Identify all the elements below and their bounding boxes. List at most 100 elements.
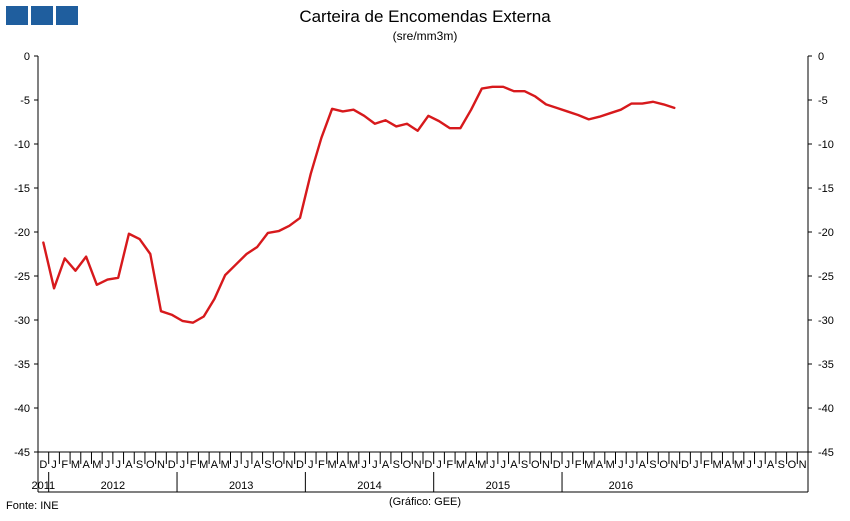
x-month-label: F bbox=[190, 459, 197, 471]
x-month-label: M bbox=[221, 459, 230, 471]
x-month-label: J bbox=[618, 459, 624, 471]
x-month-label: J bbox=[51, 459, 57, 471]
x-month-label: A bbox=[639, 459, 647, 471]
x-month-label: O bbox=[403, 459, 412, 471]
x-month-label: A bbox=[510, 459, 518, 471]
x-month-label: A bbox=[211, 459, 219, 471]
y-tick-label-left: -25 bbox=[14, 271, 30, 283]
x-month-label: D bbox=[681, 459, 689, 471]
y-tick-label-right: -25 bbox=[818, 271, 834, 283]
y-tick-label-left: -35 bbox=[14, 359, 30, 371]
x-month-label: O bbox=[788, 459, 797, 471]
x-month-label: D bbox=[424, 459, 432, 471]
x-month-label: O bbox=[659, 459, 668, 471]
y-tick-label-right: -10 bbox=[818, 139, 834, 151]
x-month-label: A bbox=[382, 459, 390, 471]
x-month-label: S bbox=[521, 459, 528, 471]
x-month-label: F bbox=[61, 459, 68, 471]
x-month-label: N bbox=[414, 459, 422, 471]
x-month-label: S bbox=[136, 459, 143, 471]
x-month-label: D bbox=[39, 459, 47, 471]
x-month-label: S bbox=[264, 459, 271, 471]
y-tick-label-left: -40 bbox=[14, 403, 30, 415]
x-month-label: F bbox=[446, 459, 453, 471]
x-month-label: J bbox=[629, 459, 635, 471]
x-month-label: N bbox=[157, 459, 165, 471]
chart-subtitle: (sre/mm3m) bbox=[392, 29, 458, 43]
logo-square-2 bbox=[31, 6, 53, 25]
x-month-label: D bbox=[553, 459, 561, 471]
y-tick-label-left: -15 bbox=[14, 183, 30, 195]
x-month-label: F bbox=[318, 459, 325, 471]
y-tick-label-right: -45 bbox=[818, 447, 834, 459]
y-tick-label-right: -5 bbox=[818, 95, 828, 107]
x-year-label: 2015 bbox=[486, 480, 510, 492]
x-month-label: M bbox=[92, 459, 101, 471]
x-month-label: M bbox=[584, 459, 593, 471]
x-month-label: J bbox=[500, 459, 506, 471]
x-month-label: J bbox=[490, 459, 496, 471]
x-month-label: F bbox=[575, 459, 582, 471]
x-month-label: J bbox=[757, 459, 763, 471]
y-tick-label-left: -20 bbox=[14, 227, 30, 239]
x-month-label: A bbox=[82, 459, 90, 471]
x-month-label: J bbox=[565, 459, 571, 471]
y-tick-label-left: -10 bbox=[14, 139, 30, 151]
x-month-label: O bbox=[146, 459, 155, 471]
y-tick-label-right: -15 bbox=[818, 183, 834, 195]
x-month-label: S bbox=[778, 459, 785, 471]
x-month-label: J bbox=[436, 459, 442, 471]
x-month-label: J bbox=[244, 459, 250, 471]
y-tick-label-right: -20 bbox=[818, 227, 834, 239]
x-month-label: A bbox=[254, 459, 262, 471]
x-month-label: N bbox=[542, 459, 550, 471]
y-tick-label-left: -30 bbox=[14, 315, 30, 327]
logo-square-3 bbox=[56, 6, 78, 25]
x-year-label: 2011 bbox=[32, 480, 56, 492]
logo-square-1 bbox=[6, 6, 28, 25]
y-tick-label-left: -45 bbox=[14, 447, 30, 459]
x-year-label: 2013 bbox=[229, 480, 253, 492]
x-month-label: J bbox=[233, 459, 239, 471]
x-month-label: S bbox=[393, 459, 400, 471]
x-month-label: J bbox=[180, 459, 186, 471]
series-line bbox=[42, 85, 676, 324]
x-month-label: N bbox=[799, 459, 807, 471]
y-tick-label-left: 0 bbox=[24, 51, 30, 63]
credit-note: (Gráfico: GEE) bbox=[388, 496, 462, 508]
x-month-label: J bbox=[372, 459, 378, 471]
x-month-label: M bbox=[71, 459, 80, 471]
x-month-label: O bbox=[531, 459, 540, 471]
x-month-label: M bbox=[606, 459, 615, 471]
y-tick-label-right: -40 bbox=[818, 403, 834, 415]
x-month-label: J bbox=[308, 459, 314, 471]
x-month-label: J bbox=[105, 459, 111, 471]
x-year-label: 2016 bbox=[609, 480, 633, 492]
x-month-label: A bbox=[724, 459, 732, 471]
source-note: Fonte: INE bbox=[6, 500, 59, 512]
x-month-label: J bbox=[361, 459, 367, 471]
x-year-label: 2012 bbox=[101, 480, 125, 492]
x-month-label: M bbox=[328, 459, 337, 471]
x-month-label: J bbox=[115, 459, 121, 471]
x-month-label: A bbox=[339, 459, 347, 471]
x-month-label: J bbox=[693, 459, 699, 471]
x-month-label: M bbox=[477, 459, 486, 471]
x-month-label: A bbox=[767, 459, 775, 471]
x-month-label: J bbox=[746, 459, 752, 471]
chart-title: Carteira de Encomendas Externa bbox=[299, 7, 551, 26]
x-month-label: A bbox=[467, 459, 475, 471]
x-month-label: A bbox=[596, 459, 604, 471]
x-month-label: N bbox=[670, 459, 678, 471]
y-tick-label-right: -30 bbox=[818, 315, 834, 327]
x-month-label: D bbox=[296, 459, 304, 471]
x-month-label: O bbox=[274, 459, 283, 471]
x-month-label: M bbox=[199, 459, 208, 471]
x-month-label: N bbox=[285, 459, 293, 471]
x-month-label: F bbox=[703, 459, 710, 471]
x-month-label: S bbox=[649, 459, 656, 471]
x-month-label: D bbox=[168, 459, 176, 471]
y-tick-label-left: -5 bbox=[20, 95, 30, 107]
x-month-label: A bbox=[125, 459, 133, 471]
